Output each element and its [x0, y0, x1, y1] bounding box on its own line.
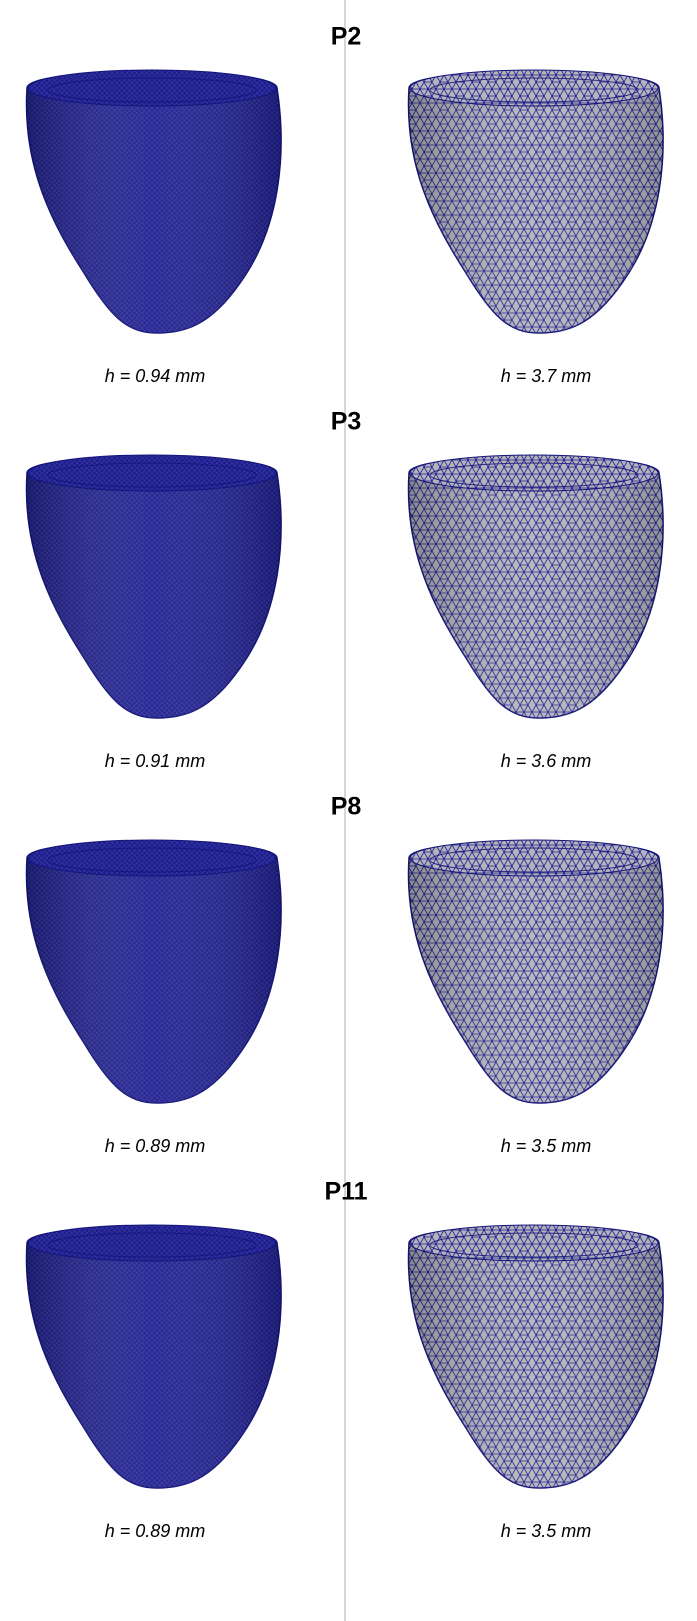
- mesh-shading: [408, 72, 663, 334]
- mesh-shading: [26, 72, 281, 334]
- mesh-opening: [430, 78, 638, 102]
- coarse-mesh: [408, 1225, 663, 1488]
- mesh-opening: [48, 78, 256, 102]
- panel-title: P3: [331, 408, 362, 436]
- mesh-opening: [48, 848, 256, 872]
- mesh-opening: [48, 463, 256, 487]
- mesh-opening: [430, 848, 638, 872]
- coarse-mesh: [408, 840, 663, 1103]
- mesh-size-caption: h = 0.89 mm: [105, 1136, 206, 1156]
- mesh-size-caption: h = 0.89 mm: [105, 1521, 206, 1541]
- mesh-size-caption: h = 0.91 mm: [105, 751, 206, 771]
- mesh-shading: [408, 457, 663, 719]
- mesh-shading: [26, 842, 281, 1104]
- fine-mesh: [26, 840, 281, 1103]
- coarse-mesh: [408, 455, 663, 718]
- mesh-opening: [430, 1233, 638, 1257]
- mesh-shading: [26, 457, 281, 719]
- panel-title: P11: [324, 1178, 367, 1206]
- mesh-size-caption: h = 3.6 mm: [501, 751, 592, 771]
- mesh-size-caption: h = 3.5 mm: [501, 1521, 592, 1541]
- mesh-size-caption: h = 0.94 mm: [105, 366, 206, 386]
- mesh-size-caption: h = 3.7 mm: [501, 366, 592, 386]
- mesh-opening: [48, 1233, 256, 1257]
- mesh-shading: [408, 1227, 663, 1489]
- panel-title: P8: [331, 793, 362, 821]
- mesh-shading: [26, 1227, 281, 1489]
- fine-mesh: [26, 1225, 281, 1488]
- panel-title: P2: [331, 23, 362, 51]
- mesh-opening: [430, 463, 638, 487]
- figure: P2 h = 0.94 mm h = 3.7 mm P3 h = 0.91 mm h = …: [0, 0, 697, 1621]
- coarse-mesh: [408, 70, 663, 333]
- mesh-shading: [408, 842, 663, 1104]
- mesh-size-caption: h = 3.5 mm: [501, 1136, 592, 1156]
- fine-mesh: [26, 70, 281, 333]
- fine-mesh: [26, 455, 281, 718]
